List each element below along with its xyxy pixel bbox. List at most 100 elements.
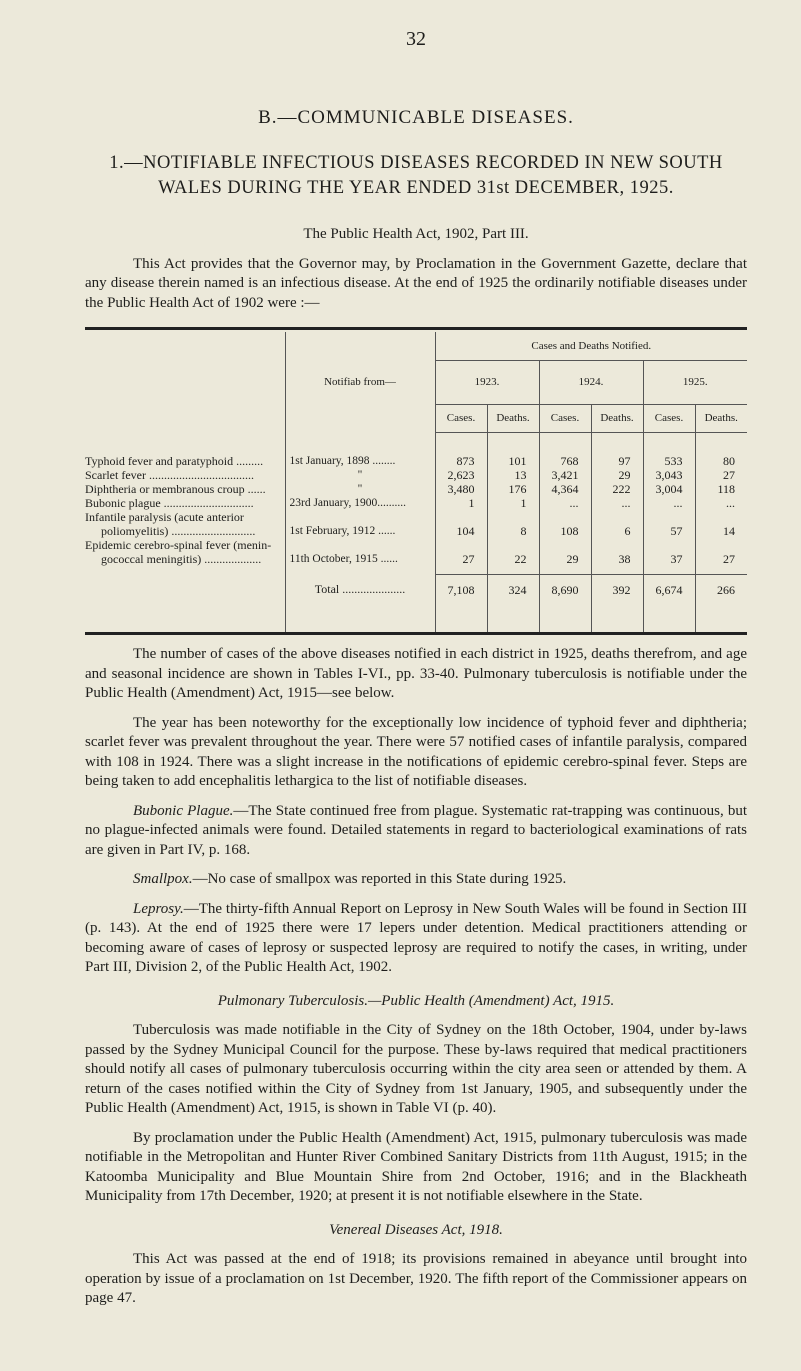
- table-row: Diphtheria or membranous croup ...... " 3,…: [85, 482, 747, 496]
- value-cell: 2,623: [434, 468, 487, 482]
- disease-name: Infantile paralysis (acute anterior polio…: [85, 510, 285, 538]
- value-cell: 97: [590, 454, 643, 468]
- deaths-header: Deaths.: [694, 404, 747, 433]
- paragraph: The number of cases of the above disease…: [85, 646, 747, 701]
- notifiable-from-date: ": [284, 482, 435, 496]
- value-cell: 768: [538, 454, 591, 468]
- table-row: Epidemic cerebro-spinal fever (menin-goc…: [85, 538, 747, 566]
- cases-header: Cases.: [538, 404, 591, 433]
- disease-line: Diphtheria or membranous croup ......: [85, 482, 266, 496]
- tb-paragraph: Tuberculosis was made notifiable in the …: [85, 1022, 747, 1116]
- value-cell: 29: [590, 468, 643, 482]
- total-row: Total ..................... 7,108 324 8,…: [85, 573, 747, 614]
- value-cell: 27: [694, 468, 747, 482]
- value-cell: 57: [642, 510, 695, 538]
- value-cell: 14: [694, 510, 747, 538]
- value-cell: ...: [538, 496, 591, 510]
- paragraph: The year has been noteworthy for the exc…: [85, 714, 747, 790]
- notifiable-from-date: 23rd January, 1900..........: [284, 496, 435, 510]
- value-cell: 3,004: [642, 482, 695, 496]
- value-cell: 4,364: [538, 482, 591, 496]
- total-cell: 324: [486, 573, 539, 614]
- table-row: Scarlet fever ..........................…: [85, 468, 747, 482]
- diseases-table: Notifiab from— Cases and Deaths Notified…: [85, 332, 747, 632]
- disease-line: Infantile paralysis (acute anterior: [85, 510, 244, 524]
- deaths-header: Deaths.: [590, 404, 643, 433]
- disease-line: poliomyelitis) .........................…: [101, 524, 256, 538]
- notifiable-from-date: 11th October, 1915 ......: [284, 538, 435, 566]
- value-cell: 37: [642, 538, 695, 566]
- total-label: Total .....................: [284, 574, 435, 614]
- value-cell: 13: [486, 468, 539, 482]
- value-cell: 118: [694, 482, 747, 496]
- table-row: Bubonic plague .........................…: [85, 496, 747, 510]
- value-cell: 101: [486, 454, 539, 468]
- value-cell: 873: [434, 454, 487, 468]
- disease-name: Diphtheria or membranous croup ......: [85, 482, 285, 496]
- value-cell: 3,421: [538, 468, 591, 482]
- value-cell: 8: [486, 510, 539, 538]
- disease-name: Typhoid fever and paratyphoid .........: [85, 454, 285, 468]
- total-cell: 266: [694, 573, 747, 614]
- disease-line: gococcal meningitis) ...................: [101, 552, 262, 566]
- table-row: Infantile paralysis (acute anterior polio…: [85, 510, 747, 538]
- cases-header: Cases.: [642, 404, 695, 433]
- disease-line: Bubonic plague .........................…: [85, 496, 254, 510]
- total-cell: 7,108: [434, 573, 487, 614]
- leprosy-text: —The thirty-fifth Annual Report on Lepro…: [85, 900, 747, 976]
- deaths-header: Deaths.: [486, 404, 539, 433]
- page-number: 32: [406, 28, 426, 50]
- cases-deaths-group-header: Cases and Deaths Notified.: [434, 332, 747, 361]
- value-cell: 533: [642, 454, 695, 468]
- value-cell: 38: [590, 538, 643, 566]
- leprosy-title: Leprosy.: [133, 900, 184, 917]
- disease-line: Scarlet fever ..........................…: [85, 468, 254, 482]
- value-cell: 22: [486, 538, 539, 566]
- plague-text: —The State continued free from plague. S…: [85, 802, 747, 858]
- year-header: 1925.: [642, 360, 747, 405]
- tb-heading: Pulmonary Tuberculosis.—Public Health (A…: [217, 992, 615, 1009]
- value-cell: 29: [538, 538, 591, 566]
- act-line: The Public Health Act, 1902, Part III.: [303, 226, 529, 242]
- table-rules: Notifiab from— Cases and Deaths Notified…: [85, 327, 747, 635]
- leprosy-paragraph: Leprosy.—The thirty-fifth Annual Report …: [85, 900, 747, 978]
- disease-line: Epidemic cerebro-spinal fever (menin-: [85, 538, 272, 552]
- value-cell: ...: [642, 496, 695, 510]
- section-heading: B.—COMMUNICABLE DISEASES.: [258, 107, 574, 128]
- total-cell: 392: [590, 573, 643, 614]
- value-cell: 1: [486, 496, 539, 510]
- value-cell: 222: [590, 482, 643, 496]
- document-title: 1.—NOTIFIABLE INFECTIOUS DISEASES RECORD…: [109, 153, 723, 198]
- vd-paragraph: This Act was passed at the end of 1918; …: [85, 1251, 747, 1306]
- value-cell: 1: [434, 496, 487, 510]
- value-cell: 27: [694, 538, 747, 566]
- intro-paragraph: This Act provides that the Governor may,…: [85, 255, 747, 311]
- disease-name: Scarlet fever ..........................…: [85, 468, 285, 482]
- value-cell: 3,043: [642, 468, 695, 482]
- notifiable-from-header: Notifiab from—: [284, 332, 435, 432]
- tb-paragraph: By proclamation under the Public Health …: [85, 1129, 747, 1205]
- year-header: 1924.: [538, 360, 643, 405]
- value-cell: 104: [434, 510, 487, 538]
- value-cell: 80: [694, 454, 747, 468]
- smallpox-title: Smallpox.: [133, 871, 193, 887]
- value-cell: 176: [486, 482, 539, 496]
- value-cell: ...: [694, 496, 747, 510]
- notifiable-from-date: 1st January, 1898 ........: [284, 454, 435, 468]
- value-cell: 108: [538, 510, 591, 538]
- notifiable-from-date: ": [284, 468, 435, 482]
- plague-title: Bubonic Plague.: [133, 802, 234, 819]
- value-cell: 27: [434, 538, 487, 566]
- value-cell: ...: [590, 496, 643, 510]
- disease-name: Bubonic plague .........................…: [85, 496, 285, 510]
- value-cell: 3,480: [434, 482, 487, 496]
- total-cell: 8,690: [538, 573, 591, 614]
- cases-header: Cases.: [434, 404, 487, 433]
- total-cell: 6,674: [642, 573, 695, 614]
- vd-heading: Venereal Diseases Act, 1918.: [329, 1221, 503, 1238]
- disease-line: Typhoid fever and paratyphoid .........: [85, 454, 264, 468]
- smallpox-text: —No case of smallpox was reported in thi…: [192, 871, 567, 887]
- year-header: 1923.: [434, 360, 539, 405]
- value-cell: 6: [590, 510, 643, 538]
